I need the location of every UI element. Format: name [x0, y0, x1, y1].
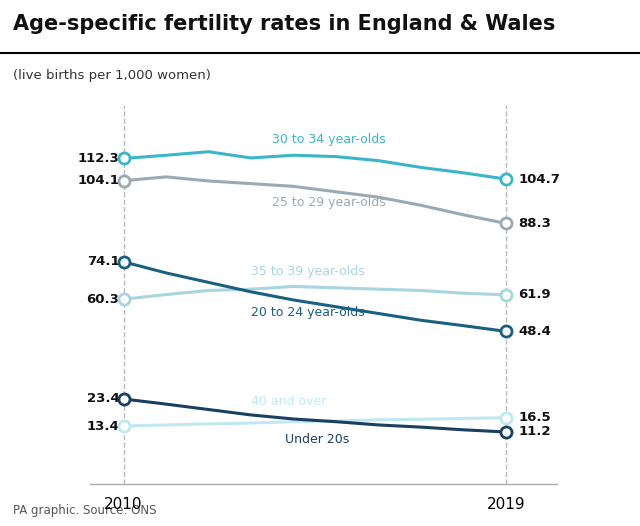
Text: (live births per 1,000 women): (live births per 1,000 women) — [13, 69, 211, 82]
Text: 61.9: 61.9 — [518, 288, 551, 301]
Text: 104.1: 104.1 — [77, 174, 119, 187]
Text: 25 to 29 year-olds: 25 to 29 year-olds — [272, 196, 386, 209]
Text: 30 to 34 year-olds: 30 to 34 year-olds — [272, 133, 386, 146]
Text: 104.7: 104.7 — [518, 173, 561, 186]
Text: 74.1: 74.1 — [86, 255, 119, 268]
Text: 40 and over: 40 and over — [251, 395, 326, 408]
Text: 60.3: 60.3 — [86, 292, 119, 306]
Text: 35 to 39 year-olds: 35 to 39 year-olds — [251, 265, 365, 278]
Text: Age-specific fertility rates in England & Wales: Age-specific fertility rates in England … — [13, 14, 555, 34]
Text: 88.3: 88.3 — [518, 217, 552, 230]
Text: PA graphic. Source: ONS: PA graphic. Source: ONS — [13, 504, 156, 517]
Text: 11.2: 11.2 — [518, 426, 551, 439]
Text: Under 20s: Under 20s — [285, 433, 349, 446]
Text: 16.5: 16.5 — [518, 411, 551, 424]
Text: 20 to 24 year-olds: 20 to 24 year-olds — [251, 306, 365, 319]
Text: 112.3: 112.3 — [77, 152, 119, 165]
Text: 13.4: 13.4 — [86, 420, 119, 432]
Text: 23.4: 23.4 — [86, 392, 119, 406]
Text: 48.4: 48.4 — [518, 325, 552, 338]
